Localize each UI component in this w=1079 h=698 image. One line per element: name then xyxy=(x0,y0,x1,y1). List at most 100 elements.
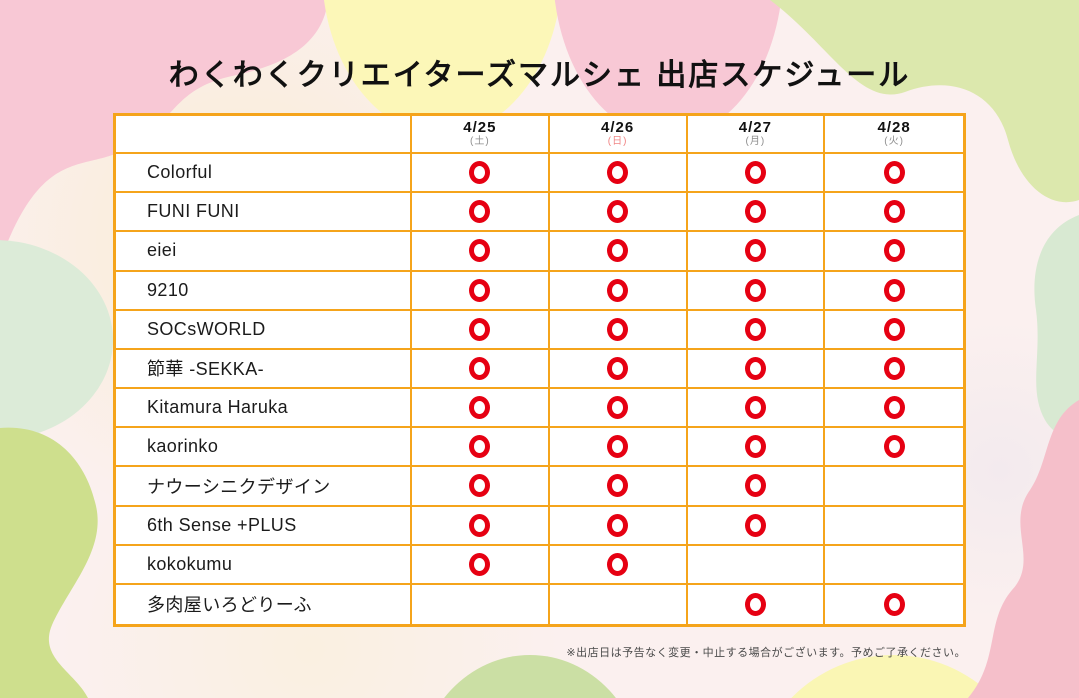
date-header-cell: 4/27 (月) xyxy=(687,116,826,154)
attendance-cell xyxy=(412,271,550,311)
attendance-circle-icon xyxy=(469,356,491,380)
attendance-cell xyxy=(412,232,550,272)
attendance-circle-icon xyxy=(607,317,629,341)
attendance-circle-icon xyxy=(744,474,766,498)
attendance-cell xyxy=(825,193,963,233)
attendance-cell xyxy=(549,310,688,350)
vendor-name-cell: Kitamura Haruka xyxy=(116,389,412,429)
attendance-cell xyxy=(825,467,963,507)
attendance-circle-icon xyxy=(883,435,905,459)
attendance-cell xyxy=(687,389,826,429)
attendance-circle-icon xyxy=(469,239,491,263)
weekday-label: (火) xyxy=(884,136,904,148)
attendance-circle-icon xyxy=(607,161,629,185)
attendance-cell xyxy=(825,349,963,389)
date-label: 4/25 xyxy=(463,118,497,136)
attendance-cell xyxy=(687,271,826,311)
vendor-name-cell: SOCsWORLD xyxy=(116,310,412,350)
attendance-circle-icon xyxy=(607,513,629,537)
attendance-cell xyxy=(687,349,826,389)
page-title: わくわくクリエイターズマルシェ 出店スケジュール xyxy=(168,59,911,92)
date-header-cell: 4/26 (日) xyxy=(549,116,688,154)
attendance-circle-icon xyxy=(744,200,766,224)
attendance-circle-icon xyxy=(883,317,905,341)
attendance-circle-icon xyxy=(883,239,905,263)
date-header-cell: 4/25 (土) xyxy=(412,116,550,154)
attendance-cell xyxy=(549,506,688,546)
attendance-circle-icon xyxy=(744,435,766,459)
attendance-cell xyxy=(825,506,963,546)
attendance-cell xyxy=(549,584,688,624)
weekday-label: (日) xyxy=(607,136,628,148)
attendance-cell xyxy=(412,349,550,389)
corner-cell xyxy=(116,116,412,154)
vendor-name-cell: 6th Sense +PLUS xyxy=(116,506,412,546)
attendance-circle-icon xyxy=(744,396,766,420)
attendance-cell xyxy=(687,428,826,468)
vendor-name-cell: kokokumu xyxy=(116,545,412,585)
attendance-cell xyxy=(412,428,550,468)
attendance-circle-icon xyxy=(744,161,766,185)
date-label: 4/27 xyxy=(738,118,772,136)
attendance-circle-icon xyxy=(883,396,905,420)
weekday-label: (月) xyxy=(745,136,766,148)
attendance-circle-icon xyxy=(883,200,905,224)
attendance-cell xyxy=(825,310,963,350)
attendance-cell xyxy=(412,545,550,585)
attendance-cell xyxy=(687,310,826,350)
attendance-cell xyxy=(825,428,963,468)
attendance-circle-icon xyxy=(607,239,629,263)
attendance-cell xyxy=(825,232,963,272)
attendance-circle-icon xyxy=(744,356,766,380)
attendance-cell xyxy=(687,584,826,624)
attendance-circle-icon xyxy=(469,513,491,537)
attendance-circle-icon xyxy=(469,435,491,459)
vendor-name-cell: 節華 -SEKKA- xyxy=(116,349,412,389)
attendance-circle-icon xyxy=(883,356,905,380)
attendance-circle-icon xyxy=(883,592,905,616)
attendance-cell xyxy=(825,389,963,429)
attendance-circle-icon xyxy=(469,161,491,185)
attendance-cell xyxy=(412,467,550,507)
attendance-circle-icon xyxy=(469,317,491,341)
attendance-circle-icon xyxy=(883,278,905,302)
attendance-cell xyxy=(687,193,826,233)
attendance-cell xyxy=(412,389,550,429)
attendance-circle-icon xyxy=(744,317,766,341)
attendance-cell xyxy=(549,154,688,194)
attendance-circle-icon xyxy=(607,278,629,302)
attendance-circle-icon xyxy=(744,278,766,302)
attendance-circle-icon xyxy=(607,474,629,498)
attendance-circle-icon xyxy=(883,161,905,185)
attendance-circle-icon xyxy=(469,474,491,498)
vendor-name-cell: FUNI FUNI xyxy=(116,193,412,233)
attendance-cell xyxy=(412,193,550,233)
attendance-cell xyxy=(825,545,963,585)
vendor-name-cell: kaorinko xyxy=(116,428,412,468)
attendance-cell xyxy=(549,193,688,233)
attendance-circle-icon xyxy=(744,513,766,537)
attendance-cell xyxy=(687,154,826,194)
vendor-name-cell: 多肉屋いろどりーふ xyxy=(116,584,412,624)
attendance-cell xyxy=(549,349,688,389)
attendance-circle-icon xyxy=(469,278,491,302)
date-label: 4/28 xyxy=(877,118,911,136)
schedule-table: 4/25 (土) 4/26 (日) 4/27 (月) 4/28 (火) Colorful FUNI… xyxy=(113,113,966,627)
attendance-cell xyxy=(825,154,963,194)
vendor-name-cell: Colorful xyxy=(116,154,412,194)
attendance-cell xyxy=(825,584,963,624)
attendance-circle-icon xyxy=(469,200,491,224)
vendor-name-cell: eiei xyxy=(116,232,412,272)
attendance-circle-icon xyxy=(607,396,629,420)
attendance-circle-icon xyxy=(469,552,491,576)
date-label: 4/26 xyxy=(601,118,635,136)
attendance-circle-icon xyxy=(607,356,629,380)
attendance-cell xyxy=(549,467,688,507)
attendance-circle-icon xyxy=(607,435,629,459)
attendance-cell xyxy=(687,467,826,507)
attendance-cell xyxy=(825,271,963,311)
attendance-cell xyxy=(549,232,688,272)
attendance-cell xyxy=(549,545,688,585)
weekday-label: (土) xyxy=(470,136,490,148)
